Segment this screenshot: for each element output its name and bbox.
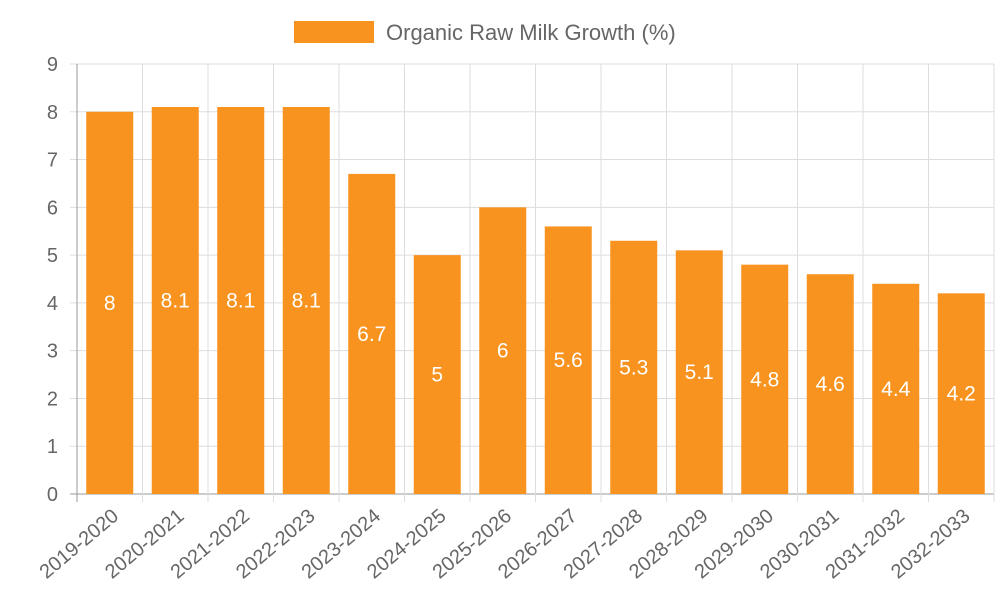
y-tick-label: 5	[47, 245, 58, 267]
y-tick-label: 9	[47, 54, 58, 76]
bar[interactable]	[741, 264, 789, 494]
bar-value-label: 5.3	[619, 356, 648, 379]
bar-value-label: 4.6	[816, 373, 845, 396]
bar[interactable]	[151, 107, 199, 494]
bar[interactable]	[937, 293, 985, 494]
y-tick-label: 8	[47, 102, 58, 124]
bar-value-label: 5.6	[554, 349, 583, 372]
bar-value-label: 8.1	[161, 290, 190, 313]
y-tick-label: 2	[47, 388, 58, 410]
bar[interactable]	[806, 274, 854, 494]
bar[interactable]	[413, 255, 461, 494]
bar[interactable]	[282, 107, 330, 494]
bar[interactable]	[217, 107, 265, 494]
bar-value-label: 8.1	[226, 290, 255, 313]
y-tick-label: 7	[47, 150, 58, 172]
bar-value-label: 4.2	[947, 383, 976, 406]
legend-swatch	[294, 21, 374, 43]
bar[interactable]	[544, 226, 592, 494]
y-tick-label: 6	[47, 197, 58, 219]
bar[interactable]	[348, 173, 396, 494]
grid	[70, 63, 995, 502]
bar-value-label: 4.4	[881, 378, 911, 401]
bar-value-label: 5.1	[685, 361, 714, 384]
legend-label: Organic Raw Milk Growth (%)	[386, 20, 676, 45]
bar[interactable]	[479, 207, 527, 495]
bar[interactable]	[872, 283, 920, 494]
bar-value-label: 6.7	[357, 323, 386, 346]
bar[interactable]	[86, 111, 134, 495]
bar-value-label: 8	[104, 292, 116, 315]
bar[interactable]	[675, 250, 723, 494]
bars	[86, 107, 985, 495]
bar-labels: 8 8.1 8.1 8.1 6.7 5 6 5.6 5.3 5.1 4.8 4.6 4.4 4.2	[104, 290, 976, 406]
y-tick-label: 0	[47, 484, 58, 506]
bar-value-label: 8.1	[292, 290, 321, 313]
y-tick-label: 3	[47, 341, 58, 363]
bar[interactable]	[610, 240, 658, 494]
bar-value-label: 4.8	[750, 368, 779, 391]
y-tick-label: 1	[47, 436, 58, 458]
y-tick-label: 4	[47, 293, 58, 315]
bar-value-label: 6	[497, 340, 509, 363]
bar-value-label: 5	[431, 364, 443, 387]
legend[interactable]: Organic Raw Milk Growth (%)	[294, 20, 676, 45]
